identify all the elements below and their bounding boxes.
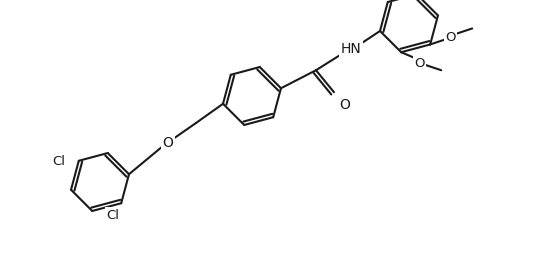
- Text: HN: HN: [341, 42, 361, 56]
- Text: O: O: [414, 56, 425, 69]
- Text: Cl: Cl: [106, 209, 119, 221]
- Text: O: O: [162, 135, 174, 149]
- Text: Cl: Cl: [52, 155, 65, 168]
- Text: O: O: [445, 31, 456, 44]
- Text: O: O: [339, 98, 350, 112]
